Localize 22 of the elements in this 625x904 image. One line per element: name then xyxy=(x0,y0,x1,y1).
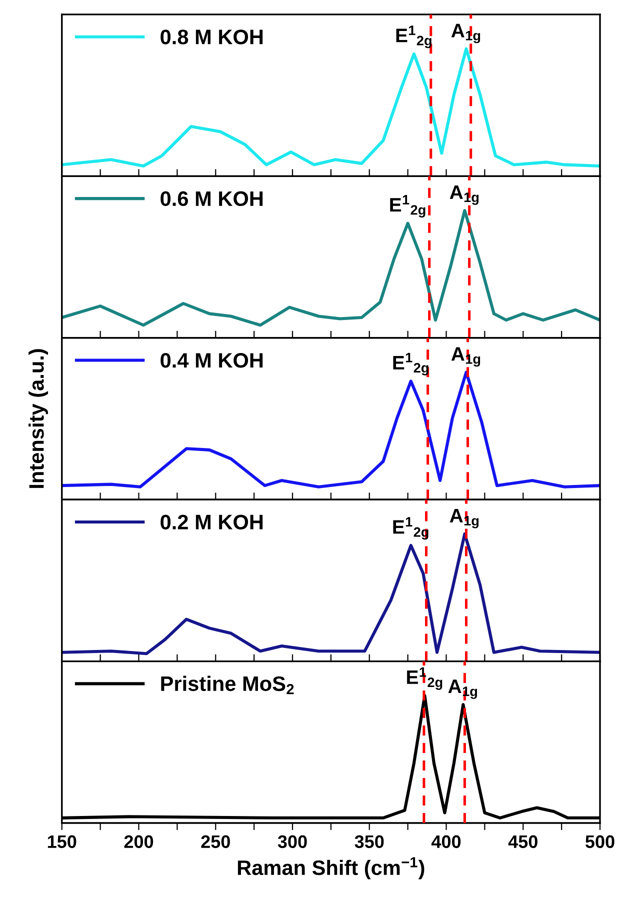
x-tick-label: 350 xyxy=(354,835,384,848)
x-tick-label: 500 xyxy=(585,835,614,848)
annotation: A$_{1g}$ xyxy=(451,24,480,44)
annotation: E$^{1}$$_{2g}$ xyxy=(396,26,432,48)
legend-label: 0.8 M KOH xyxy=(160,30,263,44)
legend-label: 0.4 M KOH xyxy=(160,353,263,368)
annotation: A$_{1g}$ xyxy=(450,508,479,528)
x-tick-label: 250 xyxy=(201,835,230,848)
legend-label: 0.2 M KOH xyxy=(160,514,263,530)
x-tick-label: 300 xyxy=(278,835,307,848)
annotation: E$^{1}$$_{2g}$ xyxy=(390,194,426,218)
x-tick-label: 400 xyxy=(431,835,461,848)
legend-label: 0.6 M KOH xyxy=(160,191,263,206)
y-axis-title: Intensity (a.u.) xyxy=(28,349,48,488)
annotation: E$^{1}$$_{2g}$ xyxy=(407,667,442,690)
legend-label: Pristine MoS$_{2}$ xyxy=(161,676,294,694)
x-axis-title: Raman Shift (cm$^{−1}$) xyxy=(238,857,424,880)
annotation: A$_{1g}$ xyxy=(450,186,479,205)
x-tick-label: 450 xyxy=(508,835,538,848)
x-tick-label: 150 xyxy=(48,835,76,848)
x-tick-label: 200 xyxy=(124,835,154,848)
annotation: A$_{1g}$ xyxy=(451,347,480,367)
